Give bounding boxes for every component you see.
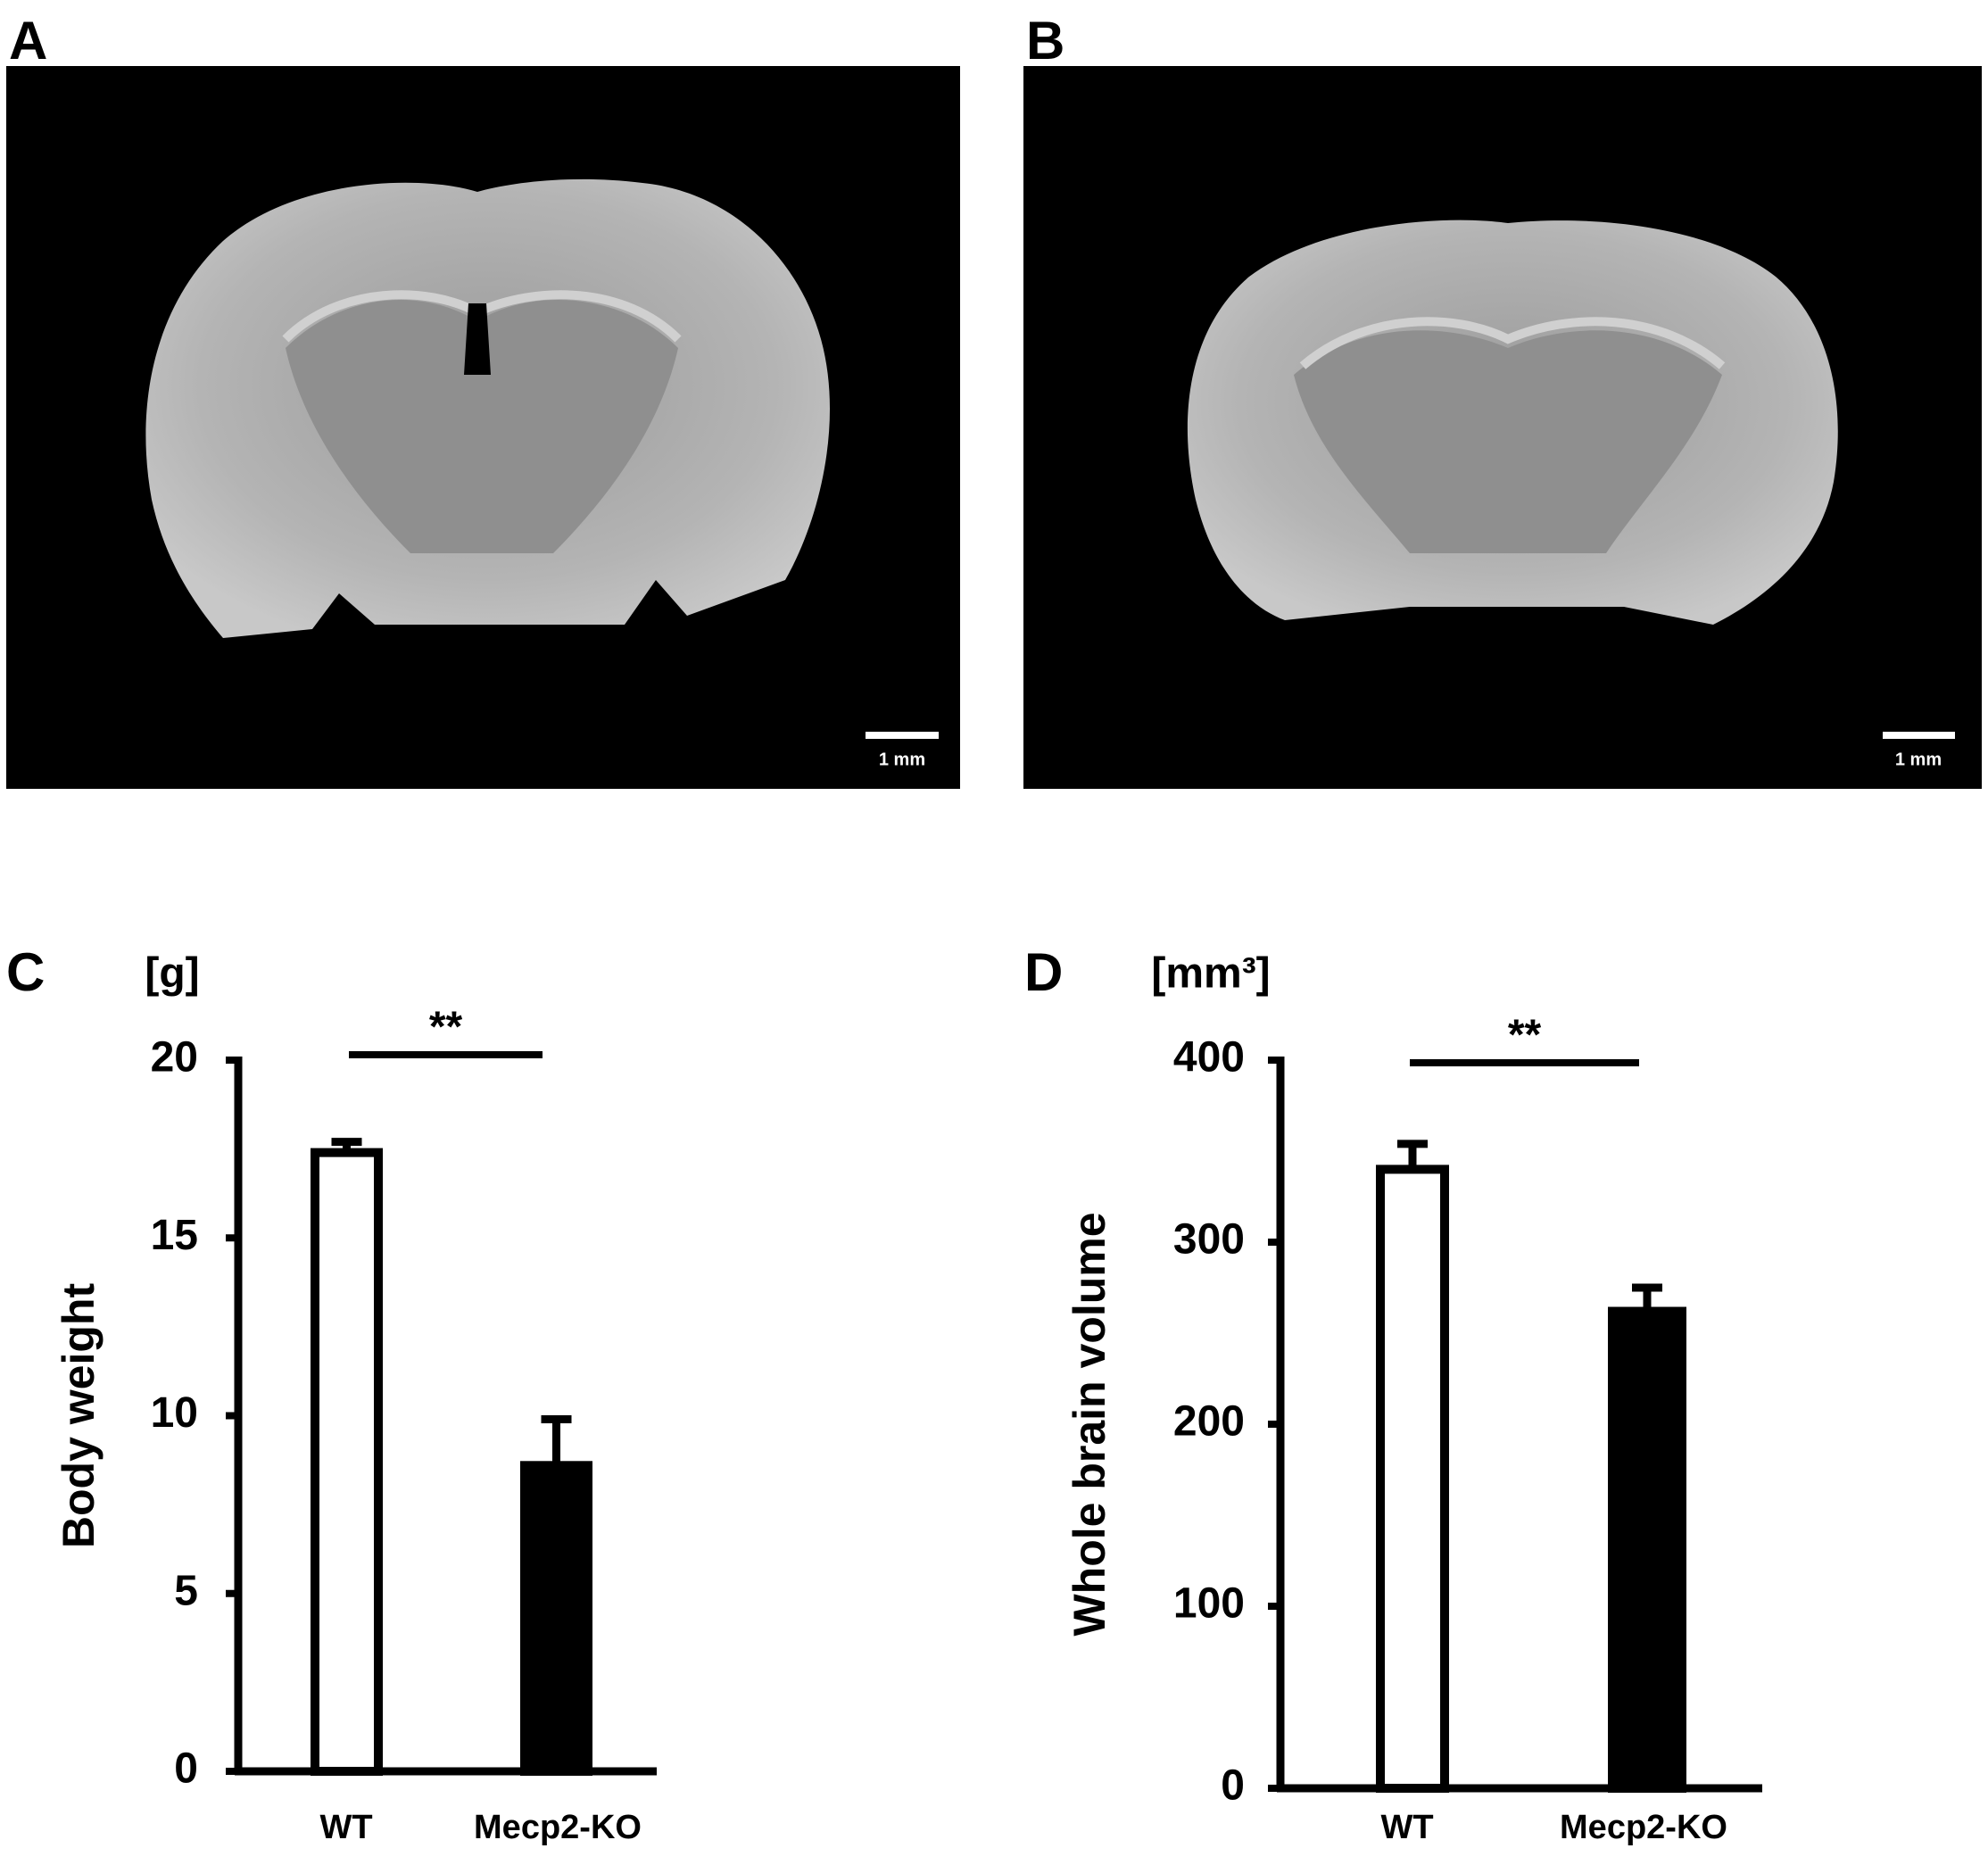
panel-label: A (9, 11, 47, 70)
bar (1376, 1165, 1449, 1793)
panel-label: C (6, 942, 45, 1002)
mri-image-a: 1 mm (6, 66, 960, 789)
y-tick-label: 0 (1221, 1762, 1245, 1810)
y-tick-label: 5 (174, 1567, 198, 1614)
y-tick-label: 400 (1173, 1034, 1245, 1082)
y-axis-label: Whole brain volume (1064, 1212, 1114, 1636)
bar (1608, 1306, 1686, 1793)
y-tick-label: 100 (1173, 1580, 1245, 1628)
panel-label: B (1026, 11, 1064, 70)
x-tick-label: WT (319, 1809, 372, 1846)
y-tick-label: 200 (1173, 1398, 1245, 1446)
y-tick-label: 0 (174, 1745, 198, 1793)
unit-label: [mm³] (1151, 950, 1270, 998)
significance-label: ** (429, 1004, 463, 1051)
scale-bar-label: 1 mm (1895, 750, 1942, 769)
mri-image-b: 1 mm (1023, 66, 1982, 789)
scale-bar-label: 1 mm (879, 750, 925, 769)
bar (520, 1461, 592, 1777)
x-tick-label: Mecp2-KO (474, 1809, 642, 1846)
y-tick-label: 20 (151, 1034, 198, 1082)
y-tick-label: 15 (151, 1212, 198, 1259)
y-tick-label: 300 (1173, 1216, 1245, 1264)
unit-label: [g] (145, 950, 199, 998)
x-tick-label: WT (1380, 1809, 1433, 1846)
panel-label: D (1024, 942, 1063, 1002)
bar (311, 1148, 383, 1776)
y-tick-label: 10 (151, 1389, 198, 1437)
y-axis-label: Body weight (54, 1283, 104, 1549)
x-tick-label: Mecp2-KO (1560, 1809, 1727, 1846)
significance-label: ** (1508, 1012, 1542, 1059)
